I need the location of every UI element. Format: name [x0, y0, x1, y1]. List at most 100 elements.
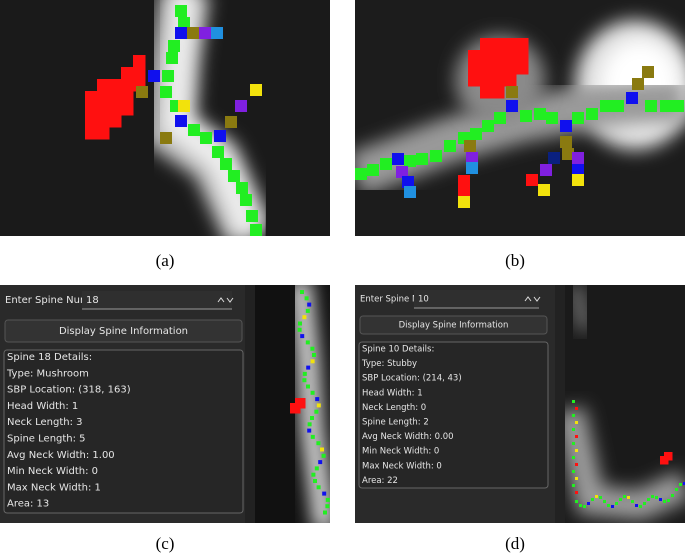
- pixel: [307, 302, 312, 307]
- pixel: [109, 79, 122, 92]
- detail-line: Spine Length: 2: [362, 418, 429, 428]
- caption: (a): [156, 251, 175, 270]
- pixel: [575, 421, 578, 424]
- pixel: [295, 398, 301, 404]
- pixel: [480, 38, 493, 51]
- pixel: [572, 174, 584, 186]
- pixel: [315, 397, 320, 402]
- pixel: [607, 504, 610, 507]
- pixel: [298, 321, 302, 326]
- pixel: [310, 390, 315, 395]
- pixel: [404, 155, 416, 167]
- pixel: [458, 185, 470, 197]
- pixel: [316, 403, 321, 408]
- pixel: [575, 477, 578, 480]
- pixel: [562, 148, 574, 160]
- button[interactable]: [359, 315, 548, 335]
- pixel: [121, 79, 134, 92]
- pixel: [211, 27, 223, 39]
- pixel: [160, 86, 172, 98]
- pixel: [579, 504, 582, 507]
- pixel: [664, 452, 669, 457]
- pixel: [643, 502, 646, 505]
- button[interactable]: [4, 319, 243, 343]
- pixel: [560, 136, 572, 148]
- pixel: [668, 452, 673, 457]
- pixel: [492, 50, 505, 63]
- pixel: [312, 353, 316, 357]
- spin-value: 10: [418, 295, 429, 305]
- pixel: [494, 112, 506, 124]
- pixel: [220, 158, 232, 170]
- pixel: [572, 456, 575, 459]
- pixel: [651, 495, 654, 498]
- detail-line: Area: 13: [7, 499, 49, 510]
- pixel: [572, 112, 584, 124]
- pixel: [85, 115, 98, 128]
- pixel: [178, 17, 190, 29]
- pixel: [214, 130, 226, 142]
- pixel: [504, 74, 517, 87]
- pixel: [458, 175, 470, 187]
- pixel: [572, 414, 575, 417]
- pixel: [575, 435, 578, 438]
- pixel: [310, 359, 315, 364]
- pixel: [402, 176, 414, 188]
- pixel: [660, 460, 665, 465]
- pixel: [632, 78, 644, 90]
- pixel: [168, 40, 180, 52]
- detail-line: Neck Length: 0: [362, 403, 426, 413]
- pixel: [314, 466, 319, 471]
- pixel: [310, 434, 315, 439]
- pixel: [316, 441, 321, 446]
- pixel: [548, 152, 560, 164]
- pixel: [320, 447, 324, 452]
- pixel: [586, 108, 598, 120]
- pixel: [587, 502, 590, 505]
- pixel: [300, 334, 305, 339]
- spin-up[interactable]: [217, 297, 225, 303]
- pixel: [323, 510, 327, 515]
- spin-box[interactable]: [414, 290, 539, 308]
- pixel: [310, 346, 315, 351]
- pixel: [516, 38, 529, 51]
- pixel: [575, 407, 578, 410]
- pixel: [392, 153, 404, 165]
- spin-down[interactable]: [226, 297, 234, 303]
- pixel: [300, 403, 306, 409]
- pixel: [506, 100, 518, 112]
- pixel: [121, 91, 134, 104]
- pixel: [200, 132, 212, 144]
- pixel: [295, 403, 301, 409]
- pixel: [85, 91, 98, 104]
- pixel: [664, 456, 669, 461]
- detail-line: Head Width: 1: [362, 388, 423, 398]
- spin-down[interactable]: [533, 296, 541, 302]
- spin-box[interactable]: [82, 291, 232, 309]
- pixel: [133, 67, 146, 80]
- pixel: [635, 504, 638, 507]
- pixel: [492, 86, 505, 99]
- pixel: [675, 488, 678, 491]
- pixel: [302, 378, 307, 383]
- pixel: [480, 74, 493, 87]
- detail-line: SBP Location: (318, 163): [7, 385, 131, 396]
- caption: (c): [156, 534, 175, 553]
- image-b: [355, 0, 685, 236]
- detail-line: Min Neck Width: 0: [362, 447, 439, 457]
- pixel: [199, 27, 211, 39]
- pixel: [97, 127, 110, 140]
- details-box: [358, 341, 549, 489]
- pixel: [380, 158, 392, 170]
- spin-up[interactable]: [524, 296, 532, 302]
- pixel: [668, 456, 673, 461]
- pixel: [306, 384, 310, 389]
- pixel: [572, 164, 584, 176]
- pixel: [187, 27, 199, 39]
- pixel: [162, 70, 174, 82]
- pixel: [325, 504, 330, 509]
- pixel: [212, 146, 224, 158]
- pixel: [468, 74, 481, 87]
- pixel: [667, 499, 670, 502]
- detail-line: Neck Length: 3: [7, 417, 83, 428]
